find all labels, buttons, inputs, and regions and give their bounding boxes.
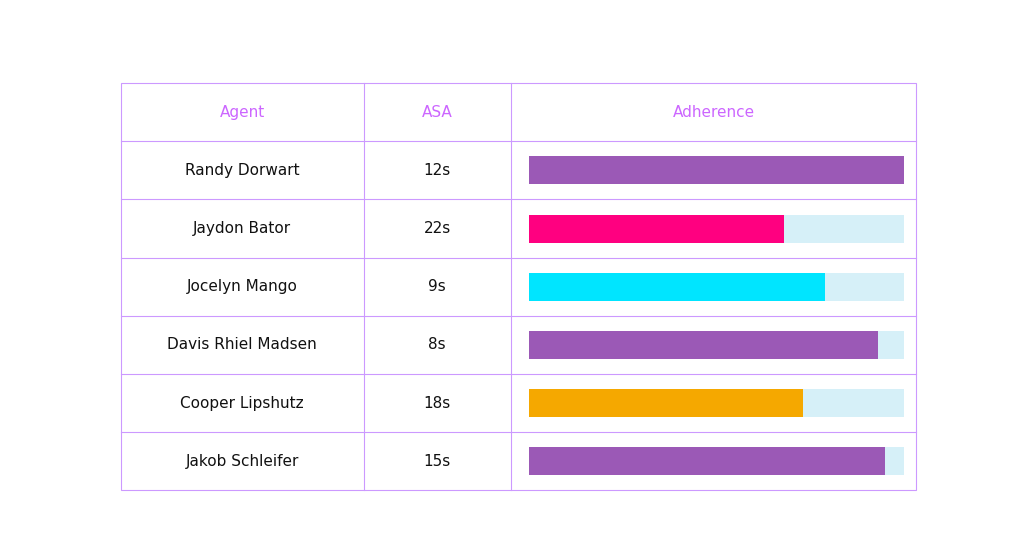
Bar (529, 157, 904, 184)
Bar (784, 214, 904, 242)
Text: 18s: 18s (424, 396, 451, 411)
Text: Adherence: Adherence (673, 105, 755, 120)
Text: Randy Dorwart: Randy Dorwart (185, 163, 299, 178)
Text: 12s: 12s (424, 163, 451, 178)
Text: ASA: ASA (422, 105, 453, 120)
Bar (529, 389, 803, 417)
Bar (121, 83, 916, 490)
Text: 15s: 15s (424, 454, 451, 469)
Bar (825, 273, 904, 301)
Text: 9s: 9s (428, 279, 446, 294)
Bar (529, 448, 886, 475)
Text: Cooper Lipshutz: Cooper Lipshutz (180, 396, 304, 411)
Bar (529, 331, 878, 359)
Bar (529, 214, 784, 242)
Text: 8s: 8s (428, 338, 445, 353)
Text: 22s: 22s (424, 221, 451, 236)
Text: Agent: Agent (219, 105, 265, 120)
Text: Jocelyn Mango: Jocelyn Mango (186, 279, 298, 294)
Text: Davis Rhiel Madsen: Davis Rhiel Madsen (167, 338, 317, 353)
Text: Jakob Schleifer: Jakob Schleifer (185, 454, 299, 469)
Bar (886, 448, 904, 475)
Text: Jaydon Bator: Jaydon Bator (194, 221, 291, 236)
Bar (529, 273, 825, 301)
Bar (878, 331, 904, 359)
Bar (803, 389, 904, 417)
